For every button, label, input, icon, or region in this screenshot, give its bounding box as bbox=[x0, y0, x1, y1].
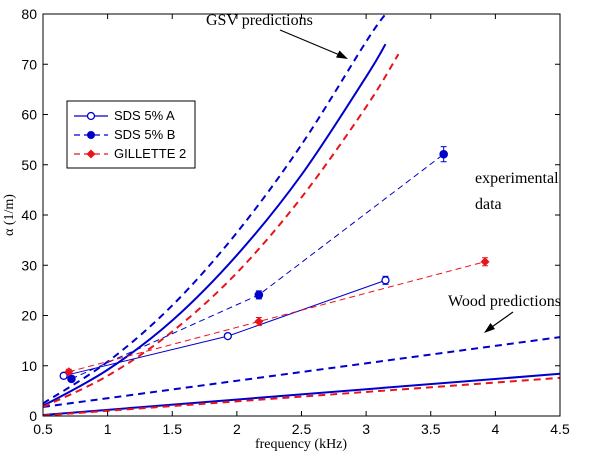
y-tick-label: 70 bbox=[21, 56, 37, 72]
annotation-wood-predictions: Wood predictions bbox=[448, 293, 561, 310]
legend-label-gillette: GILLETTE 2 bbox=[114, 146, 186, 161]
x-tick-label: 4 bbox=[491, 421, 499, 437]
gsv-arrowhead bbox=[336, 50, 348, 59]
gsv-arrow bbox=[279, 29, 343, 57]
legend-label-sds-a: SDS 5% A bbox=[114, 108, 175, 123]
x-tick-label: 1 bbox=[104, 421, 112, 437]
wood-prediction-line-2 bbox=[43, 336, 560, 408]
legend-marker-gillette bbox=[86, 149, 96, 159]
y-tick-label: 40 bbox=[21, 207, 37, 223]
annotation-experimental: experimental bbox=[475, 170, 559, 187]
x-axis-label: frequency (kHz) bbox=[255, 437, 347, 452]
experimental-line-1 bbox=[63, 279, 386, 377]
legend-marker-sds-b bbox=[87, 131, 95, 139]
legend-label-sds-b: SDS 5% B bbox=[114, 127, 175, 142]
y-tick-label: 20 bbox=[21, 308, 37, 324]
data-point-gillette bbox=[254, 317, 264, 327]
data-point-sds-b bbox=[254, 290, 264, 300]
x-tick-label: 1.5 bbox=[163, 421, 183, 437]
data-point-gillette bbox=[480, 257, 490, 267]
legend-marker-sds-a bbox=[86, 111, 96, 121]
gsv-prediction-curve-2 bbox=[43, 14, 387, 405]
data-point-sds-b bbox=[439, 149, 448, 159]
wood-prediction-line-1 bbox=[43, 372, 560, 416]
x-tick-label: 2 bbox=[233, 421, 241, 437]
data-point-sds-a bbox=[59, 371, 68, 380]
wood-prediction-line-3 bbox=[43, 376, 560, 416]
x-tick-label: 3 bbox=[362, 421, 370, 437]
data-point-sds-a bbox=[381, 276, 390, 285]
axes-box bbox=[42, 13, 561, 417]
y-tick-label: 0 bbox=[29, 408, 37, 424]
gsv-prediction-curve-1 bbox=[43, 43, 387, 407]
x-tick-label: 3.5 bbox=[421, 421, 441, 437]
wood-arrowhead bbox=[484, 323, 495, 333]
experimental-line-3 bbox=[68, 261, 486, 373]
y-tick-label: 10 bbox=[21, 358, 37, 374]
data-point-gillette bbox=[64, 367, 74, 377]
x-tick-label: 0.5 bbox=[33, 421, 53, 437]
x-tick-label: 4.5 bbox=[550, 421, 570, 437]
y-tick-label: 30 bbox=[21, 257, 37, 273]
x-tick-label: 2.5 bbox=[292, 421, 312, 437]
annotation-gsv-predictions: GSV predictions bbox=[206, 12, 313, 29]
y-tick-label: 80 bbox=[21, 6, 37, 22]
markers bbox=[59, 146, 490, 384]
y-tick-label: 50 bbox=[21, 157, 37, 173]
wood-arrow bbox=[488, 311, 514, 330]
annotation-data: data bbox=[475, 196, 502, 213]
data-point-sds-a bbox=[223, 331, 232, 341]
plot-lines bbox=[43, 14, 560, 416]
data-point-sds-b bbox=[67, 374, 76, 384]
axis-ticks: 0.5 1 1.5 2 2.5 3 3.5 4 4.5 0 10 20 30 40 50 60 70 80 bbox=[21, 6, 570, 437]
y-axis-label: α (1/m) bbox=[2, 194, 17, 236]
legend: SDS 5% A SDS 5% B GILLETTE 2 bbox=[66, 100, 196, 169]
y-tick-label: 60 bbox=[21, 107, 37, 123]
